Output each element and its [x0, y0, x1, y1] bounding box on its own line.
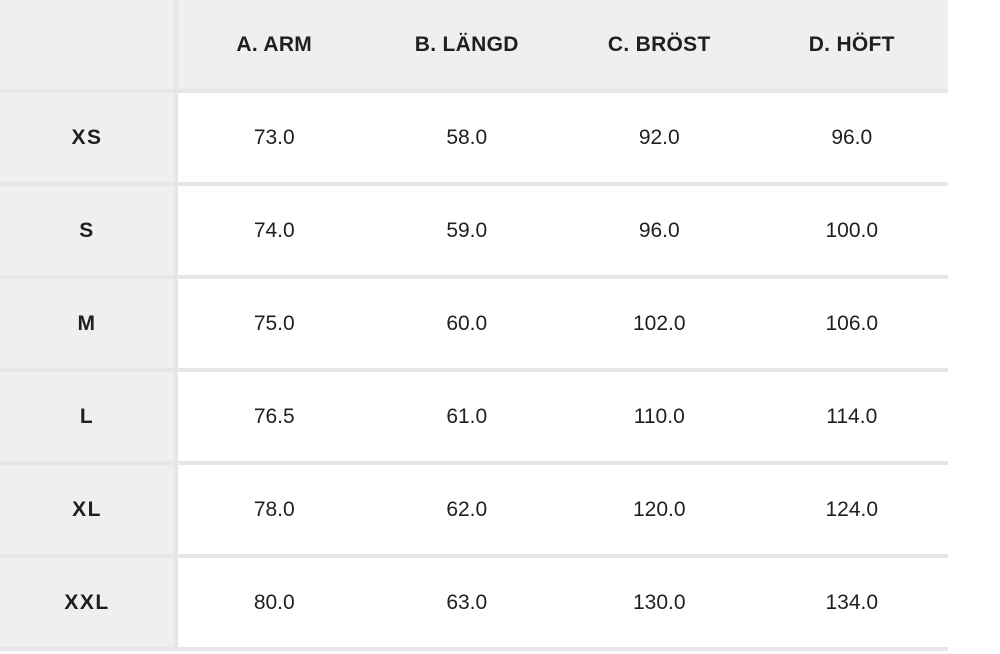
header-chest: C. BRÖST [563, 0, 756, 93]
size-label: XS [0, 93, 178, 186]
length-value: 62.0 [370, 465, 563, 558]
table-row: M 75.0 60.0 102.0 106.0 [0, 279, 948, 372]
arm-value: 74.0 [178, 186, 371, 279]
table-row: XXL 80.0 63.0 130.0 134.0 [0, 558, 948, 651]
chest-value: 102.0 [563, 279, 756, 372]
header-corner-cell [0, 0, 178, 93]
size-label: L [0, 372, 178, 465]
header-row: A. ARM B. LÄNGD C. BRÖST D. HÖFT [0, 0, 948, 93]
hip-value: 114.0 [755, 372, 948, 465]
arm-value: 75.0 [178, 279, 371, 372]
table-row: L 76.5 61.0 110.0 114.0 [0, 372, 948, 465]
chest-value: 96.0 [563, 186, 756, 279]
length-value: 63.0 [370, 558, 563, 651]
hip-value: 106.0 [755, 279, 948, 372]
hip-value: 124.0 [755, 465, 948, 558]
hip-value: 96.0 [755, 93, 948, 186]
table-row: XL 78.0 62.0 120.0 124.0 [0, 465, 948, 558]
hip-value: 100.0 [755, 186, 948, 279]
chest-value: 92.0 [563, 93, 756, 186]
arm-value: 73.0 [178, 93, 371, 186]
arm-value: 76.5 [178, 372, 371, 465]
size-label: XL [0, 465, 178, 558]
length-value: 60.0 [370, 279, 563, 372]
size-label: S [0, 186, 178, 279]
table-row: S 74.0 59.0 96.0 100.0 [0, 186, 948, 279]
chest-value: 110.0 [563, 372, 756, 465]
size-label: XXL [0, 558, 178, 651]
length-value: 59.0 [370, 186, 563, 279]
header-hip: D. HÖFT [755, 0, 948, 93]
size-label: M [0, 279, 178, 372]
arm-value: 80.0 [178, 558, 371, 651]
length-value: 58.0 [370, 93, 563, 186]
size-chart-table: A. ARM B. LÄNGD C. BRÖST D. HÖFT XS 73.0… [0, 0, 948, 651]
hip-value: 134.0 [755, 558, 948, 651]
header-arm: A. ARM [178, 0, 371, 93]
header-length: B. LÄNGD [370, 0, 563, 93]
chest-value: 130.0 [563, 558, 756, 651]
arm-value: 78.0 [178, 465, 371, 558]
chest-value: 120.0 [563, 465, 756, 558]
length-value: 61.0 [370, 372, 563, 465]
table-row: XS 73.0 58.0 92.0 96.0 [0, 93, 948, 186]
